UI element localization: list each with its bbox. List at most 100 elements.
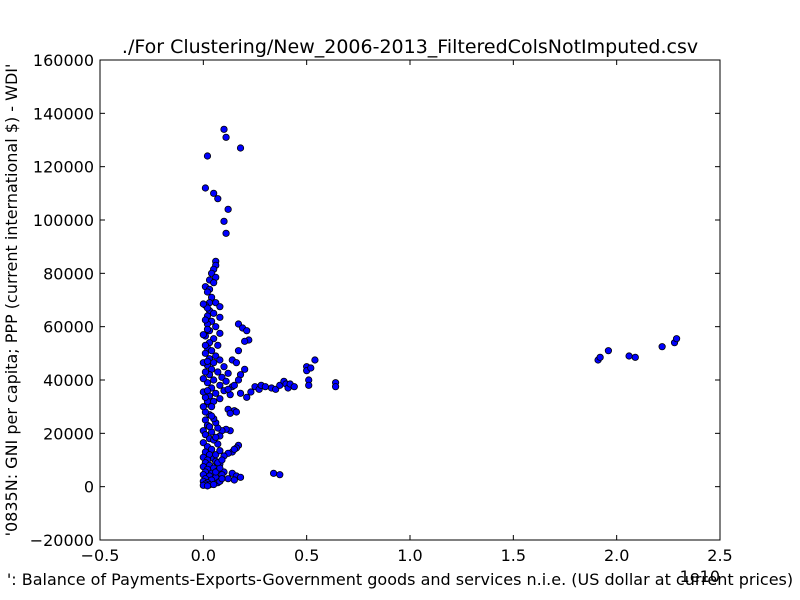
data-point	[261, 383, 269, 391]
y-tick-label: 160000	[33, 51, 94, 70]
data-point	[247, 388, 255, 396]
y-tick-label: −20000	[30, 531, 94, 550]
data-point	[220, 217, 228, 225]
data-point	[307, 364, 315, 372]
data-point	[218, 456, 226, 464]
chart-title: ./For Clustering/New_2006-2013_FilteredC…	[122, 36, 698, 58]
y-tick-label: 80000	[43, 264, 94, 283]
x-tick-label: 2.5	[707, 546, 732, 565]
x-axis-label: ': Balance of Payments-Exports-Governmen…	[7, 570, 793, 589]
data-point	[210, 480, 218, 489]
data-point	[208, 412, 216, 420]
data-point	[222, 377, 230, 385]
data-point	[236, 473, 245, 481]
data-point	[214, 368, 222, 376]
data-point	[203, 357, 212, 365]
data-point	[224, 205, 232, 213]
data-point	[203, 387, 212, 395]
data-point	[224, 475, 232, 483]
data-point	[230, 381, 238, 389]
data-point	[201, 349, 209, 357]
y-tick-label: 100000	[33, 211, 94, 230]
data-point	[331, 383, 340, 391]
data-point	[220, 125, 228, 133]
data-point	[203, 325, 212, 333]
data-point	[199, 403, 207, 411]
data-point	[199, 375, 207, 383]
data-point	[216, 395, 224, 403]
data-point	[216, 381, 224, 389]
data-point	[236, 144, 245, 152]
data-point	[290, 383, 298, 391]
data-point	[224, 385, 232, 393]
data-point	[241, 337, 249, 345]
data-point	[305, 381, 313, 389]
data-point	[220, 363, 228, 371]
data-point	[216, 303, 224, 311]
data-point	[596, 353, 604, 361]
data-point	[201, 341, 209, 349]
data-point	[216, 313, 224, 321]
data-point	[276, 471, 284, 479]
y-tick-label: 20000	[43, 424, 94, 443]
data-point	[199, 300, 207, 308]
data-point	[210, 309, 218, 317]
data-point	[210, 376, 218, 384]
y-axis-label: '0835N: GNI per capita; PPP (current int…	[2, 64, 21, 537]
y-axis-ticks: −20000 0 20000 40000 60000 80000 100000 120000 1…	[30, 51, 720, 550]
data-point	[201, 368, 209, 376]
data-point	[243, 393, 251, 401]
data-point	[311, 356, 319, 364]
x-tick-label: 1.0	[397, 546, 422, 565]
data-point	[205, 423, 214, 431]
data-point	[658, 343, 666, 351]
y-tick-label: 40000	[43, 371, 94, 390]
data-point	[216, 356, 224, 364]
data-point	[232, 359, 240, 367]
data-point	[208, 403, 216, 411]
x-tick-label: −0.5	[81, 546, 120, 565]
data-point	[201, 316, 209, 324]
x-tick-label: 0.5	[294, 546, 319, 565]
x-axis-offset-label: 1e10	[680, 567, 720, 586]
y-tick-label: 0	[84, 478, 94, 497]
data-point	[210, 279, 218, 287]
data-point	[203, 482, 212, 490]
data-point	[269, 469, 278, 477]
data-point	[214, 195, 222, 203]
data-point	[234, 376, 243, 384]
x-tick-label: 0.0	[191, 546, 216, 565]
data-point	[208, 347, 216, 355]
data-point	[672, 335, 681, 343]
data-point	[234, 347, 243, 355]
data-point	[216, 447, 224, 455]
y-tick-label: 120000	[33, 158, 94, 177]
data-point	[241, 365, 249, 373]
data-point	[222, 229, 230, 237]
data-point	[212, 323, 220, 331]
data-point	[199, 331, 207, 339]
data-point	[236, 389, 245, 397]
x-axis-ticks: −0.5 0.0 0.5 1.0 1.5 2.0 2.5	[81, 60, 733, 565]
data-point	[224, 369, 232, 377]
data-point	[631, 353, 639, 361]
data-point	[218, 475, 226, 483]
data-point	[212, 389, 220, 397]
data-point	[201, 184, 209, 192]
data-point	[214, 341, 222, 349]
data-point	[203, 152, 212, 160]
plot-area	[100, 60, 720, 540]
x-tick-label: 1.5	[501, 546, 526, 565]
data-point	[203, 288, 212, 296]
data-point	[210, 359, 218, 367]
data-point	[216, 329, 224, 337]
data-point	[230, 476, 238, 484]
y-tick-label: 140000	[33, 104, 94, 123]
data-point	[222, 133, 230, 141]
x-tick-label: 2.0	[604, 546, 629, 565]
data-point	[625, 352, 633, 360]
y-tick-label: 60000	[43, 318, 94, 337]
data-point	[230, 445, 238, 453]
data-point	[210, 189, 218, 197]
